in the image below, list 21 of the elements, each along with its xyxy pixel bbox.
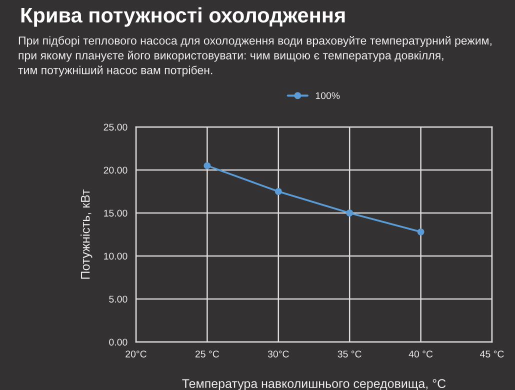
x-tick-label: 30°C [268,350,289,358]
x-tick-label: 35 °C [338,350,362,358]
x-tick-label: 45 °C [480,350,504,358]
y-tick-label: 10.00 [104,252,128,260]
x-tick-label: 25 °C [195,350,220,358]
x-tick-label: 20°C [126,350,146,358]
legend-label: 100% [316,92,340,100]
chart-subtitle: При підборі теплового насоса для охолодження води враховуйте температурний режим, при якому плануєте його використовувати: чим вищою є температура довкілля, тим потужніший насос вам потрібен. [18,36,492,77]
y-axis-title: Потужність, кВт [80,189,92,279]
y-tick-label: 15.00 [104,210,128,217]
point [274,188,282,195]
point [417,228,424,236]
x-tick-label: 40 °C [408,350,433,358]
y-tick-label: 5.00 [109,296,128,303]
x-axis-title: Температура навколишнього середовища, °C [182,379,446,390]
point [346,210,354,216]
y-tick-label: 0.00 [109,338,128,346]
y-tick-label: 25.00 [104,124,128,131]
chart-title: Крива потужності охолодження [21,7,345,27]
point [204,162,211,170]
y-tick-label: 20.00 [104,166,128,174]
